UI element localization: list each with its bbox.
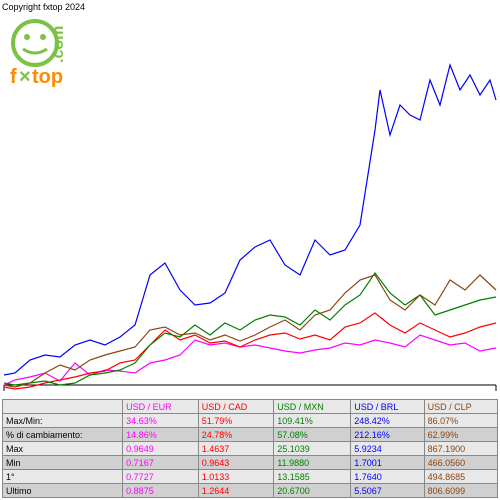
table-cell: 0.9649 [123, 442, 199, 456]
table-cell: 1.4637 [198, 442, 274, 456]
table-cell: 1.2644 [198, 484, 274, 498]
table-cell: 0.9643 [198, 456, 274, 470]
table-cell: 13.1585 [274, 470, 351, 484]
table-cell: 109.41% [274, 414, 351, 428]
table-cell: 25.1039 [274, 442, 351, 456]
table-cell: 86.07% [424, 414, 497, 428]
table-cell: 34.63% [123, 414, 199, 428]
table-cell: 1.7640 [351, 470, 424, 484]
row-header-cell: % di cambiamento: [3, 428, 123, 442]
row-header-cell: Ultimo [3, 484, 123, 498]
data-table: USD / EURUSD / CADUSD / MXNUSD / BRLUSD … [2, 399, 498, 498]
table-header-cell [3, 400, 123, 414]
table-cell: 0.7167 [123, 456, 199, 470]
table-header-cell: USD / MXN [274, 400, 351, 414]
table-row: % di cambiamento:14.86%24.78%57.08%212.1… [3, 428, 498, 442]
row-header-cell: Min [3, 456, 123, 470]
table-cell: 11.9880 [274, 456, 351, 470]
table-row: Ultimo0.88751.264420.67005.5067806.6099 [3, 484, 498, 498]
table-cell: 5.9234 [351, 442, 424, 456]
table-cell: 806.6099 [424, 484, 497, 498]
table-header-cell: USD / CAD [198, 400, 274, 414]
table-cell: 51.79% [198, 414, 274, 428]
table-cell: 14.86% [123, 428, 199, 442]
table-cell: 5.5067 [351, 484, 424, 498]
table-cell: 1.7001 [351, 456, 424, 470]
row-header-cell: 1° [3, 470, 123, 484]
row-header-cell: Max/Min: [3, 414, 123, 428]
line-chart [0, 15, 500, 401]
table-cell: 1.0133 [198, 470, 274, 484]
table-cell: 212.16% [351, 428, 424, 442]
table-cell: 24.78% [198, 428, 274, 442]
chart-area [0, 15, 500, 401]
table-row: Min0.71670.964311.98801.7001466.0560 [3, 456, 498, 470]
copyright-text: Copyright fxtop 2024 [2, 2, 85, 12]
table-cell: 57.08% [274, 428, 351, 442]
table-cell: 494.8685 [424, 470, 497, 484]
table-cell: 0.8875 [123, 484, 199, 498]
table-header-cell: USD / BRL [351, 400, 424, 414]
table-cell: 62.99% [424, 428, 497, 442]
table-cell: 248.42% [351, 414, 424, 428]
table-row: Max/Min:34.63%51.79%109.41%248.42%86.07% [3, 414, 498, 428]
table-row: Max0.96491.463725.10395.9234867.1900 [3, 442, 498, 456]
table-header-row: USD / EURUSD / CADUSD / MXNUSD / BRLUSD … [3, 400, 498, 414]
table-cell: 0.7727 [123, 470, 199, 484]
table-row: 1°0.77271.013313.15851.7640494.8685 [3, 470, 498, 484]
table-cell: 867.1900 [424, 442, 497, 456]
table-cell: 20.6700 [274, 484, 351, 498]
table-header-cell: USD / CLP [424, 400, 497, 414]
data-table-container: USD / EURUSD / CADUSD / MXNUSD / BRLUSD … [2, 399, 498, 498]
table-header-cell: USD / EUR [123, 400, 199, 414]
table-cell: 466.0560 [424, 456, 497, 470]
row-header-cell: Max [3, 442, 123, 456]
